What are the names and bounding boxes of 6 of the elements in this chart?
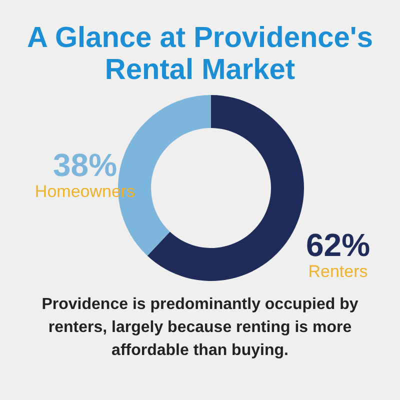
text: Providence is predominantly occupied by renters, largely because renting is more affordable than buying. [42,296,358,359]
data-label: 38% [52,147,118,183]
donut-slice [147,95,304,281]
slice-label: Renters [308,262,368,281]
data-label: 62% [306,227,370,263]
chart-title: A Glance at Providence's Rental Market [27,22,373,86]
